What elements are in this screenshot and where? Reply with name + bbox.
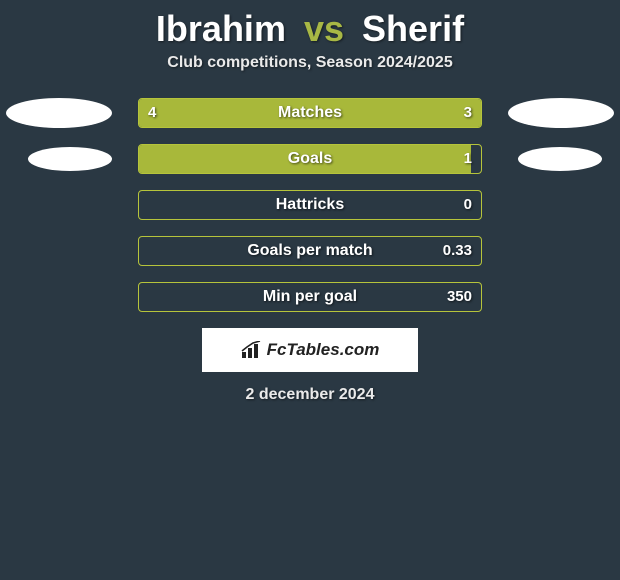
player-left-marker <box>28 147 112 171</box>
bar-chart-icon <box>241 341 263 359</box>
stat-value-right: 3 <box>464 98 472 128</box>
footer-date: 2 december 2024 <box>0 386 620 404</box>
stat-value-right: 0 <box>464 190 472 220</box>
comparison-row: Goals1 <box>0 136 620 182</box>
player-right-marker <box>518 147 602 171</box>
comparison-rows: Matches43Goals1Hattricks0Goals per match… <box>0 90 620 320</box>
stat-label: Hattricks <box>139 191 481 219</box>
stat-value-right: 1 <box>464 144 472 174</box>
player-left-name: Ibrahim <box>156 8 286 49</box>
comparison-row: Min per goal350 <box>0 274 620 320</box>
page-title: Ibrahim vs Sherif <box>0 0 620 54</box>
stat-label: Goals per match <box>139 237 481 265</box>
comparison-row: Matches4 3 <box>0 90 620 136</box>
bar-track: Goals <box>138 144 482 174</box>
player-right-name: Sherif <box>362 8 464 49</box>
brand-text: FcTables.com <box>267 340 380 360</box>
bar-track: Hattricks <box>138 190 482 220</box>
comparison-row: Hattricks0 <box>0 182 620 228</box>
subtitle: Club competitions, Season 2024/2025 <box>0 54 620 90</box>
comparison-row: Goals per match0.33 <box>0 228 620 274</box>
stat-value-right: 0.33 <box>443 236 472 266</box>
player-right-marker <box>508 98 614 128</box>
stat-label: Min per goal <box>139 283 481 311</box>
stat-value-left: 4 <box>148 98 156 128</box>
bar-track: Matches <box>138 98 482 128</box>
bar-track: Min per goal <box>138 282 482 312</box>
bar-track: Goals per match <box>138 236 482 266</box>
vs-text: vs <box>304 8 344 49</box>
bar-fill-left <box>139 145 471 173</box>
stat-value-right: 350 <box>447 282 472 312</box>
player-left-marker <box>6 98 112 128</box>
bar-fill-left <box>139 99 481 127</box>
brand-badge: FcTables.com <box>202 328 418 372</box>
